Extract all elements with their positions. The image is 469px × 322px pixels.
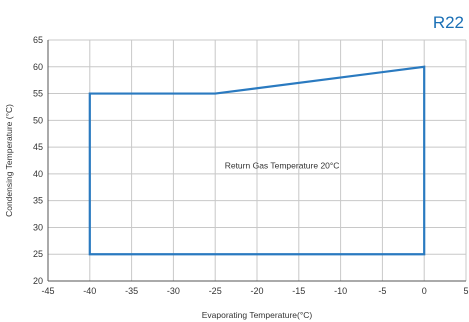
y-tick-label: 20	[33, 276, 43, 286]
x-axis-title: Evaporating Temperature(°C)	[202, 310, 313, 320]
refrigerant-badge: R22	[433, 13, 464, 32]
envelope-line	[88, 65, 426, 256]
y-tick-label: 60	[33, 62, 43, 72]
y-tick-label: 55	[33, 89, 43, 99]
x-tick-label: -25	[209, 286, 222, 296]
x-tick-label: -15	[292, 286, 305, 296]
x-tick-label: -40	[83, 286, 96, 296]
x-tick-label: 5	[463, 286, 468, 296]
x-tick-label: -5	[378, 286, 386, 296]
x-tick-label: -35	[125, 286, 138, 296]
y-tick-label: 40	[33, 169, 43, 179]
x-tick-label: -10	[334, 286, 347, 296]
y-tick-label: 30	[33, 222, 43, 232]
y-tick-label: 65	[33, 35, 43, 45]
y-tick-label: 50	[33, 115, 43, 125]
x-tick-label: 0	[422, 286, 427, 296]
labels: Evaporating Temperature(°C) Condensing Te…	[4, 13, 464, 320]
series	[88, 65, 426, 256]
y-tick-label: 35	[33, 196, 43, 206]
x-tick-label: -45	[41, 286, 54, 296]
axes: -45 -40 -35 -30 -25 -20 -15 -10 -5 0 5 20 25 30 35 40 45…	[33, 35, 469, 296]
x-tick-label: -20	[250, 286, 263, 296]
y-axis-title: Condensing Temperature (°C)	[4, 104, 14, 217]
annotation-label: Return Gas Temperature 20°C	[225, 161, 340, 171]
y-tick-label: 45	[33, 142, 43, 152]
y-tick-label: 25	[33, 249, 43, 259]
x-tick-label: -30	[167, 286, 180, 296]
